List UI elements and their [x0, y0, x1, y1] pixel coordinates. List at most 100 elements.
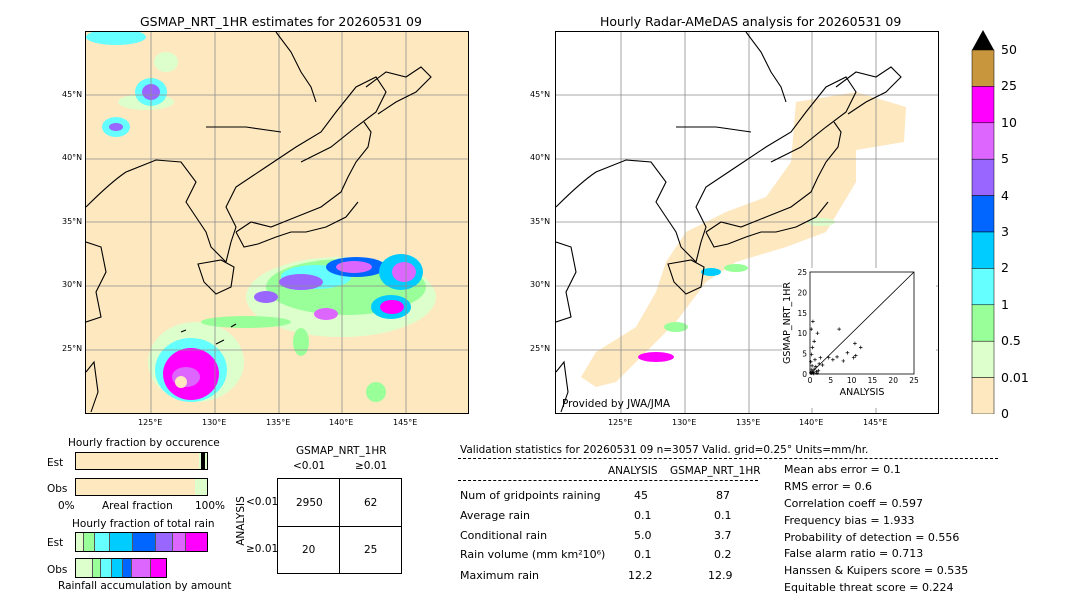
scatter-xtick: 15 [868, 376, 878, 385]
colorbar [970, 30, 996, 415]
colorbar-segment [971, 340, 995, 378]
right-lat-40: 40°N [530, 153, 551, 162]
contingency-cell-10: 20 [302, 544, 316, 556]
radar-coverage [581, 92, 906, 387]
colorbar-label: 3 [1001, 224, 1009, 239]
score-4: Probability of detection = 0.556 [784, 531, 960, 544]
left-map-canvas [86, 32, 468, 413]
validation-row-gsmap: 87 [716, 489, 730, 502]
scatter-point [818, 355, 823, 360]
validation-header-rule [458, 458, 998, 459]
left-lat-45: 45°N [62, 90, 83, 99]
colorbar-segment [971, 231, 995, 269]
fraction-occurrence-est-label: Est [47, 457, 64, 469]
left-lon-145: 145°E [393, 418, 418, 427]
colorbar-extend-arrow [972, 30, 994, 50]
colorbar-label: 10 [1001, 114, 1017, 130]
validation-row-analysis: 0.1 [634, 509, 652, 522]
fraction-total-footer: Rainfall accumulation by amount [58, 580, 232, 592]
scatter-point [810, 345, 815, 350]
radar-rain [638, 218, 835, 362]
colorbar-label: 25 [1001, 78, 1017, 94]
scatter-xtick: 20 [888, 376, 898, 385]
scatter-point [851, 355, 856, 360]
scatter-point [813, 357, 817, 362]
scatter-xtick: 5 [828, 376, 833, 385]
colorbar-label: 2 [1001, 260, 1009, 276]
fraction-total-obs-label: Obs [47, 564, 68, 576]
fraction-occurrence-obs-label: Obs [47, 483, 68, 495]
validation-row-label: Num of gridpoints raining [460, 489, 601, 502]
scatter-inset: 0 0 5 5 10 10 15 15 20 20 25 25 ANALYSIS GSMAP_NRT_1H… [782, 268, 936, 408]
colorbar-segment [971, 158, 995, 196]
contingency-cell-01: 62 [364, 497, 378, 509]
scatter-point [858, 345, 863, 350]
scatter-point [812, 367, 816, 371]
right-lat-30: 30°N [530, 280, 551, 289]
colorbar-segment [971, 268, 995, 306]
scatter-point [853, 341, 857, 346]
scatter-point [809, 327, 814, 331]
right-lat-45: 45°N [530, 90, 551, 99]
scatter-point [820, 363, 825, 367]
validation-row-label: Maximum rain [460, 569, 539, 582]
colorbar-svg [971, 30, 995, 415]
contingency-grid: 2950 62 20 25 [277, 478, 402, 574]
scatter-point [815, 371, 819, 375]
right-lon-135: 135°E [736, 418, 761, 427]
scatter-point [853, 353, 858, 358]
fraction-occurrence-obs-bar [75, 478, 208, 496]
left-lat-25: 25°N [62, 344, 83, 353]
colorbar-label: 0.01 [1001, 369, 1029, 385]
validation-header: Validation statistics for 20260531 09 n=… [460, 444, 869, 456]
scatter-xtick: 0 [808, 376, 813, 385]
left-lon-135: 135°E [266, 418, 291, 427]
score-5: False alarm ratio = 0.713 [784, 547, 924, 560]
scatter-point [809, 352, 814, 357]
left-lon-140: 140°E [329, 418, 354, 427]
right-map-title: Hourly Radar-AMeDAS analysis for 2026053… [600, 14, 902, 29]
score-1: RMS error = 0.6 [784, 480, 872, 493]
validation-col-rule [458, 480, 758, 481]
left-lat-40: 40°N [62, 153, 83, 162]
validation-row-gsmap: 0.1 [714, 509, 732, 522]
colorbar-segment [971, 377, 995, 415]
contingency-col-header-0: <0.01 [293, 460, 326, 472]
right-map-canvas [556, 32, 938, 413]
validation-row-label: Rain volume (mm km²10⁶) [460, 548, 606, 561]
validation-row-gsmap: 3.7 [714, 529, 732, 542]
coastlines-right [556, 32, 902, 413]
colorbar-label: 5 [1001, 151, 1009, 167]
scatter-ytick: 0 [802, 370, 807, 379]
colorbar-segment [971, 86, 995, 124]
left-map-panel [85, 31, 469, 414]
validation-row-gsmap: 0.2 [714, 548, 732, 561]
scatter-xtick: 10 [847, 376, 857, 385]
scatter-point [812, 339, 816, 344]
contingency-row-header-0: <0.01 [246, 496, 279, 508]
contingency-row-header-1: ≥0.01 [246, 543, 279, 555]
scatter-point [845, 350, 850, 355]
colorbar-label: 0.5 [1001, 333, 1021, 349]
right-lon-130: 130°E [672, 418, 697, 427]
validation-row-analysis: 0.1 [634, 548, 652, 561]
score-0: Mean abs error = 0.1 [784, 463, 901, 476]
contingency-cell-00: 2950 [296, 497, 323, 509]
left-lon-130: 130°E [202, 418, 227, 427]
colorbar-segment [971, 122, 995, 160]
left-lat-30: 30°N [62, 280, 83, 289]
colorbar-segment [971, 195, 995, 233]
right-lon-145: 145°E [863, 418, 888, 427]
score-7: Equitable threat score = 0.224 [784, 581, 954, 594]
contingency-col-header-1: ≥0.01 [355, 460, 388, 472]
contingency-cell-11: 25 [364, 544, 378, 556]
fraction-total-est-bar [75, 532, 208, 552]
scatter-point [835, 355, 839, 359]
score-6: Hanssen & Kuipers score = 0.535 [784, 564, 969, 577]
scatter-ytick: 15 [797, 309, 807, 318]
fraction-occurrence-est-bar [75, 452, 208, 470]
score-3: Frequency bias = 1.933 [784, 514, 915, 527]
scatter-point [811, 371, 816, 376]
colorbar-label: 4 [1001, 187, 1009, 203]
scatter-point [809, 359, 813, 364]
